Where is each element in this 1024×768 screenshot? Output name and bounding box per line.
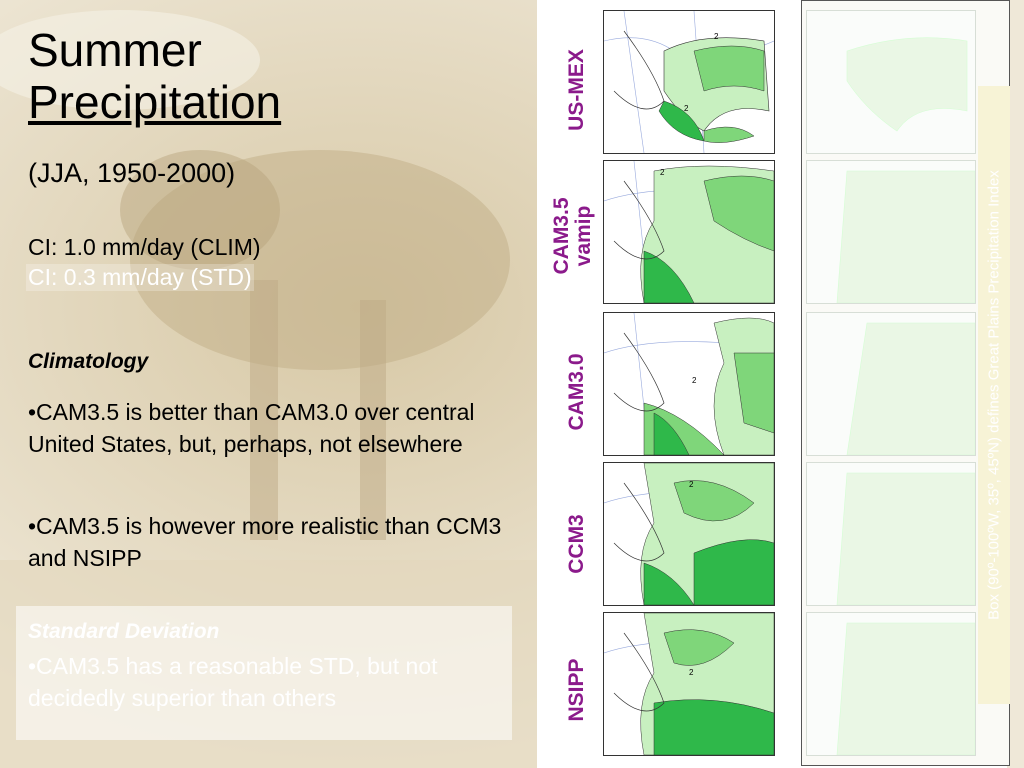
- std-map-us-mex: [806, 10, 976, 154]
- std-bullet: •CAM3.5 has a reasonable STD, but not de…: [28, 653, 438, 711]
- bullet-2: •CAM3.5 is however more realistic than C…: [28, 513, 502, 571]
- bullet-1: •CAM3.5 is better than CAM3.0 over centr…: [28, 399, 475, 457]
- svg-text:2: 2: [714, 32, 719, 41]
- label-cam30: CAM3.0: [565, 353, 588, 431]
- std-box: [16, 606, 512, 740]
- title-line-1: Summer: [28, 24, 202, 76]
- ci-clim: CI: 1.0 mm/day (CLIM): [28, 234, 261, 260]
- label-us-mex: US-MEX: [565, 49, 588, 131]
- side-note-strip: [978, 86, 1010, 704]
- climatology-heading: Climatology: [28, 350, 149, 373]
- label-cam35-vamip: CAM3.5 vamip: [550, 197, 595, 275]
- svg-text:2: 2: [689, 480, 694, 489]
- std-heading: Standard Deviation: [28, 620, 220, 643]
- map-cam35-vamip: 2: [603, 160, 775, 304]
- side-note: Box (90º-100ºW, 35º, 45ºN) defines Great…: [985, 170, 1003, 620]
- map-nsipp: 2: [603, 612, 775, 756]
- label-ccm3: CCM3: [565, 514, 588, 574]
- svg-text:2: 2: [689, 668, 694, 677]
- label-nsipp: NSIPP: [565, 658, 588, 722]
- ci-std: CI: 0.3 mm/day (STD): [26, 264, 254, 291]
- svg-text:2: 2: [684, 104, 689, 113]
- svg-text:2: 2: [692, 376, 697, 385]
- map-us-mex: 2 2: [603, 10, 775, 154]
- std-map-cam35: [806, 160, 976, 304]
- map-ccm3: 2: [603, 462, 775, 606]
- page-title: Summer Precipitation: [28, 24, 281, 128]
- std-map-ccm3: [806, 462, 976, 606]
- title-line-2: Precipitation: [28, 76, 282, 128]
- map-cam30: 2: [603, 312, 775, 456]
- std-map-cam30: [806, 312, 976, 456]
- svg-text:2: 2: [660, 168, 665, 177]
- subtitle: (JJA, 1950-2000): [28, 158, 236, 188]
- std-map-nsipp: [806, 612, 976, 756]
